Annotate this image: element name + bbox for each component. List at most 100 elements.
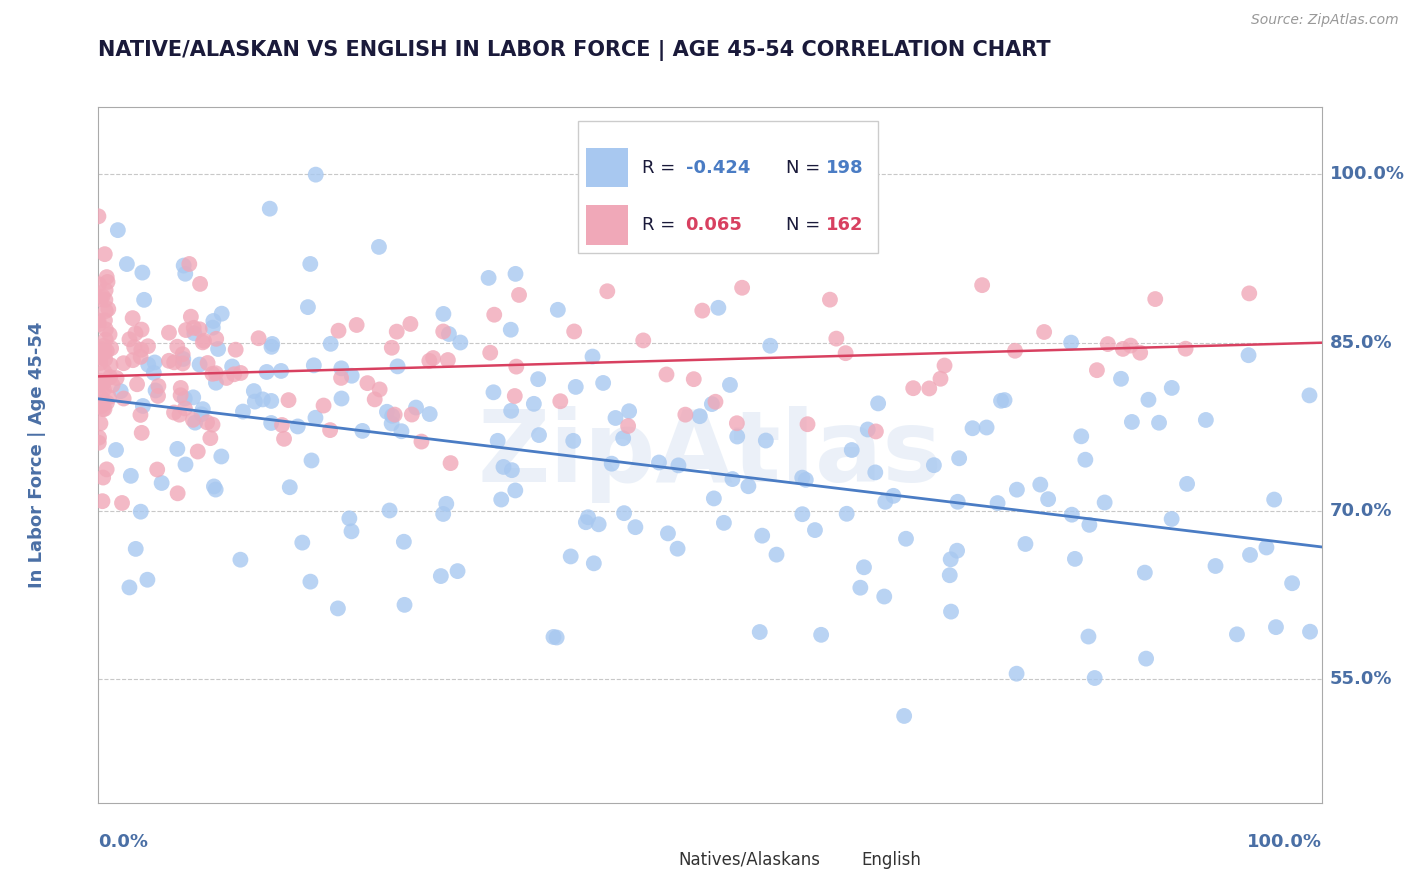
Point	[596, 285, 619, 299]
Point	[181, 413, 204, 427]
Point	[232, 404, 254, 418]
Point	[183, 321, 205, 335]
Point	[98, 327, 121, 342]
Point	[97, 301, 120, 316]
Point	[432, 325, 454, 339]
Point	[305, 168, 328, 182]
Point	[118, 332, 141, 346]
Point	[550, 394, 572, 409]
Point	[157, 353, 180, 368]
Point	[93, 365, 115, 379]
Point	[87, 399, 110, 413]
Point	[181, 390, 204, 404]
Point	[582, 557, 605, 571]
Point	[399, 317, 422, 331]
Point	[125, 541, 148, 556]
Text: 0.065: 0.065	[686, 217, 742, 235]
Point	[430, 569, 453, 583]
Point	[565, 380, 588, 394]
Point	[270, 364, 292, 378]
Point	[259, 202, 281, 216]
Point	[256, 365, 278, 379]
Point	[576, 510, 599, 524]
Point	[478, 271, 501, 285]
Point	[392, 534, 415, 549]
Point	[792, 470, 814, 484]
Point	[209, 450, 232, 464]
Point	[94, 283, 117, 297]
Point	[1112, 342, 1135, 356]
Point	[173, 259, 195, 273]
Point	[172, 356, 194, 370]
Point	[122, 353, 145, 368]
Point	[543, 630, 565, 644]
Point	[378, 503, 401, 517]
Point	[1237, 348, 1260, 362]
Point	[1265, 620, 1288, 634]
Point	[193, 334, 215, 348]
Text: Natives/Alaskans: Natives/Alaskans	[678, 851, 820, 869]
Point	[174, 458, 197, 472]
Point	[174, 323, 197, 337]
Point	[262, 337, 284, 351]
Point	[405, 401, 427, 415]
Point	[713, 516, 735, 530]
Point	[482, 385, 505, 400]
Point	[631, 334, 654, 348]
Point	[1133, 566, 1156, 580]
Point	[501, 463, 523, 477]
FancyBboxPatch shape	[586, 148, 628, 187]
Point	[304, 410, 326, 425]
Point	[546, 631, 568, 645]
Point	[93, 344, 115, 359]
Point	[432, 307, 454, 321]
Point	[91, 470, 114, 484]
Point	[191, 335, 214, 350]
Point	[873, 590, 896, 604]
Point	[1033, 325, 1056, 339]
Point	[96, 395, 118, 409]
Point	[437, 353, 460, 368]
Point	[121, 311, 143, 326]
Point	[93, 339, 115, 353]
Point	[179, 257, 201, 271]
Point	[202, 479, 225, 493]
Point	[89, 417, 111, 431]
Point	[690, 303, 713, 318]
Point	[87, 313, 110, 327]
Point	[718, 378, 741, 392]
Point	[124, 326, 146, 341]
Text: -0.424: -0.424	[686, 159, 749, 177]
Point	[291, 535, 314, 549]
Point	[1135, 651, 1157, 665]
Point	[792, 507, 814, 521]
Point	[90, 293, 112, 307]
Point	[523, 397, 546, 411]
Text: 0.0%: 0.0%	[98, 833, 149, 851]
Point	[89, 350, 111, 364]
Point	[990, 393, 1012, 408]
Point	[946, 543, 969, 558]
Point	[129, 343, 152, 357]
Point	[174, 267, 197, 281]
Point	[90, 391, 112, 405]
Point	[707, 301, 730, 315]
Point	[287, 419, 309, 434]
Point	[796, 417, 818, 432]
Point	[794, 473, 817, 487]
Point	[700, 397, 723, 411]
Point	[96, 270, 118, 285]
Point	[122, 340, 145, 354]
Point	[91, 402, 114, 417]
Point	[704, 394, 727, 409]
Point	[385, 325, 408, 339]
Point	[110, 384, 132, 399]
Point	[105, 442, 128, 457]
Point	[617, 419, 640, 434]
Text: N =: N =	[786, 217, 825, 235]
Point	[101, 378, 124, 392]
Point	[148, 379, 170, 393]
Point	[1119, 338, 1142, 352]
Point	[191, 402, 214, 417]
Point	[1077, 630, 1099, 644]
